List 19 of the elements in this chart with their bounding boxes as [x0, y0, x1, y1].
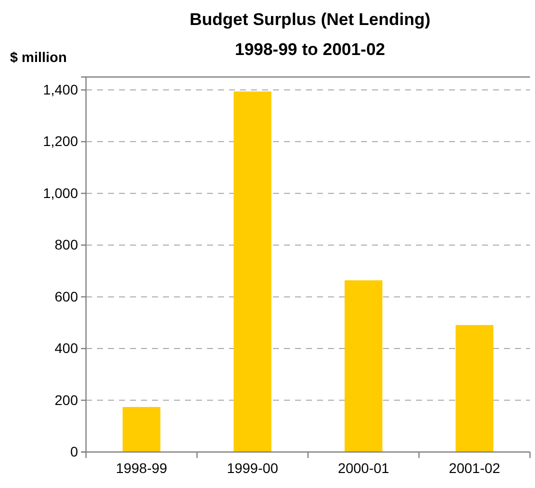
x-tick-label: 2000-01	[338, 460, 390, 476]
x-tick-label: 1998-99	[116, 460, 168, 476]
y-tick-label: 1,200	[42, 133, 78, 150]
y-tick-label: 600	[54, 288, 78, 304]
bar	[456, 325, 494, 452]
y-tick-label: 1,000	[42, 184, 78, 201]
x-tick-label: 1999-00	[226, 460, 278, 476]
chart-title: Budget Surplus (Net Lending)	[190, 10, 430, 29]
bar	[234, 91, 272, 452]
chart-subtitle: 1998-99 to 2001-02	[234, 40, 386, 59]
y-tick-label: 400	[54, 340, 78, 356]
bar	[344, 280, 382, 452]
y-tick-label: 1,400	[42, 81, 78, 98]
bar	[122, 407, 160, 452]
y-tick-label: 800	[54, 236, 78, 253]
y-tick-label: 200	[54, 392, 78, 408]
y-axis-title: $ million	[10, 49, 67, 65]
x-tick-label: 2001-02	[448, 460, 500, 476]
y-tick-label: 0	[70, 443, 78, 460]
